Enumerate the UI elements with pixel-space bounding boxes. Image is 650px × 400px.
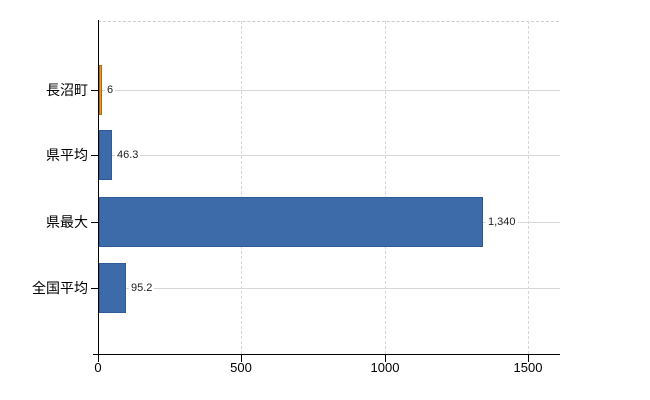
bar [99,65,102,115]
x-axis-tick [98,354,99,362]
x-axis-line [93,354,560,355]
bar [99,197,483,247]
bar [99,263,126,313]
y-axis-tick [91,90,98,91]
bar-row: 県平均 46.3 [0,130,650,180]
gridline-horizontal [98,288,560,289]
y-axis-line [98,20,99,361]
bar-row: 県最大 1,340 [0,197,650,247]
gridline-vertical-1500 [528,21,529,354]
value-label: 46.3 [115,149,141,161]
gridline-horizontal [98,90,560,91]
y-axis-tick [91,155,98,156]
x-axis-tick [528,354,529,362]
plot-top-border [98,21,559,22]
gridline-vertical-1000 [385,21,386,354]
y-axis-tick [91,222,98,223]
bar-row: 全国平均 95.2 [0,263,650,313]
x-axis-tick [241,354,242,362]
category-label: 長沼町 [46,82,88,98]
category-label: 県平均 [46,147,88,163]
category-label: 全国平均 [32,280,88,296]
value-label: 95.2 [129,282,155,294]
value-label: 6 [105,84,116,96]
x-tick-label: 1000 [370,360,400,375]
gridline-horizontal [98,155,560,156]
x-tick-label: 1500 [513,360,543,375]
y-axis-tick [91,288,98,289]
value-label: 1,340 [486,216,518,228]
bar [99,130,112,180]
x-tick-label: 500 [230,360,252,375]
category-label: 県最大 [46,214,88,230]
gridline-vertical-500 [241,21,242,354]
x-axis-tick [385,354,386,362]
x-tick-label: 0 [94,360,102,375]
bar-row: 長沼町 6 [0,65,650,115]
